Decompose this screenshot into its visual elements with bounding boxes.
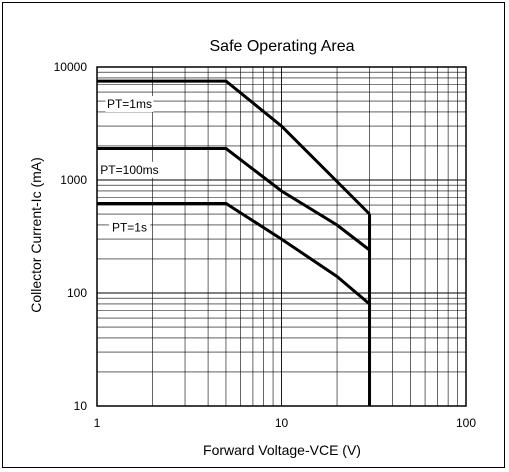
annotations: PT=1ms PT=100ms PT=1s: [98, 96, 161, 236]
y-tick-label: 10000: [54, 60, 88, 74]
y-axis-label: Collector Current-Ic (mA): [28, 157, 44, 313]
annotation-label: PT=100ms: [100, 163, 158, 177]
series-group: [97, 79, 372, 406]
x-tick-label: 10: [275, 416, 289, 430]
grid: [97, 67, 466, 406]
x-tick-label: 1: [94, 416, 101, 430]
annotation-label: PT=1ms: [107, 97, 152, 111]
chart-title: Safe Operating Area: [210, 38, 355, 55]
plot-border: [96, 66, 467, 407]
x-tick-label: 100: [456, 416, 476, 430]
series-line-pt-1s: [97, 202, 371, 306]
series-line-pt-1ms: [97, 79, 371, 216]
annotation-box: [105, 96, 154, 113]
chart-frame: [2, 2, 505, 468]
y-tick-label: 1000: [60, 173, 87, 187]
series-line-pt-100ms: [97, 147, 371, 252]
x-axis-label: Forward Voltage-VCE (V): [203, 442, 361, 458]
annotation-box: [98, 161, 161, 178]
annotation-box: [108, 219, 150, 236]
tick-labels: 1 10 100 10 100 1000 10000: [54, 60, 477, 430]
y-tick-label: 10: [74, 399, 88, 413]
annotation-label: PT=1s: [112, 220, 147, 234]
y-tick-label: 100: [67, 286, 87, 300]
